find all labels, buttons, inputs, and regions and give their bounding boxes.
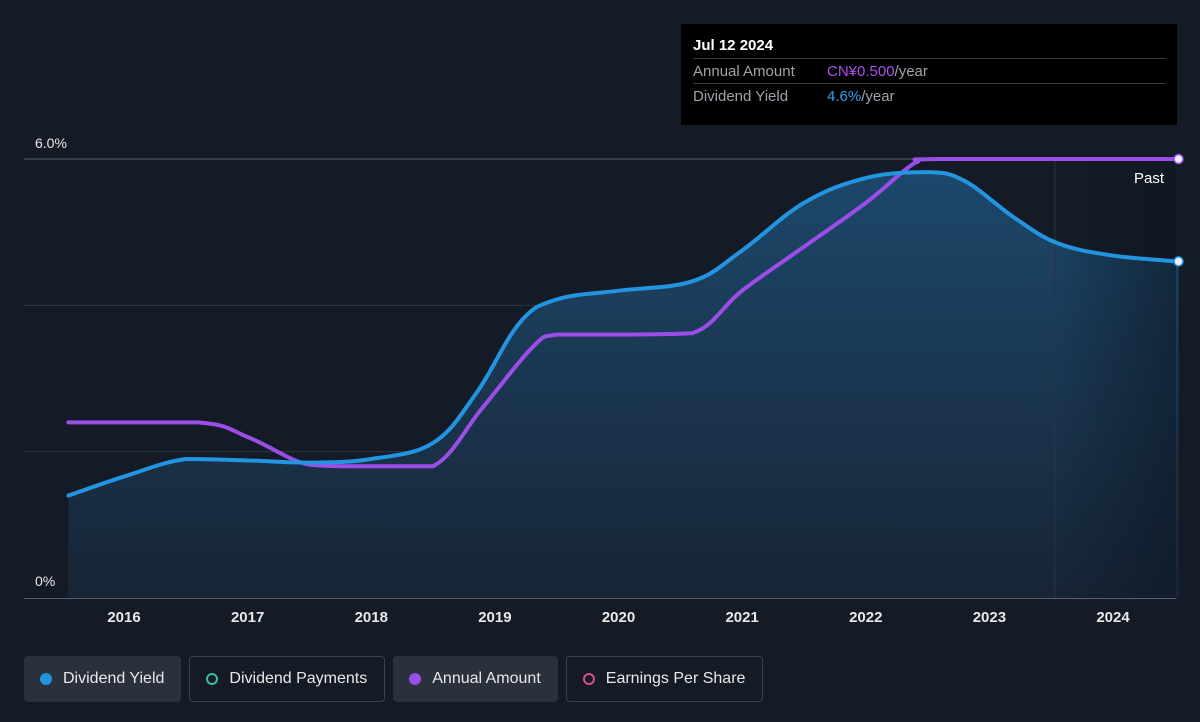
legend-dot-icon: [582, 673, 595, 685]
legend-label: Dividend Yield: [63, 670, 165, 687]
x-tick-label: 2021: [725, 609, 758, 626]
tooltip-unit: /year: [861, 87, 895, 105]
legend-dot-icon: [206, 673, 219, 685]
x-tick-label: 2016: [107, 609, 140, 626]
past-region: [1054, 159, 1176, 598]
tooltip-unit: /year: [894, 62, 928, 80]
tooltip-date: Jul 12 2024: [693, 37, 774, 54]
series-end-point-1: [1173, 153, 1184, 165]
legend-label: Earnings Per Share: [605, 670, 746, 687]
series-line-1: [66, 157, 1181, 469]
x-tick-label: 2023: [973, 609, 1006, 626]
tooltip: Jul 12 2024 Annual Amount CN¥0.500 /year…: [681, 24, 1177, 125]
x-tick-label: 2024: [1096, 609, 1130, 626]
series-end-point-0: [1173, 256, 1184, 267]
y-tick-label: 6.0%: [35, 135, 67, 151]
legend-item-earnings-per-share[interactable]: Earnings Per Share: [565, 656, 764, 702]
tooltip-label: Dividend Yield: [693, 87, 789, 105]
series-area-0: [68, 172, 1179, 599]
legend-item-annual-amount[interactable]: Annual Amount: [393, 656, 558, 702]
series-line-0: [66, 170, 1181, 498]
legend-dot-icon: [40, 673, 52, 685]
legend-item-dividend-yield[interactable]: Dividend Yield: [24, 656, 182, 702]
legend-dot-icon: [409, 673, 422, 685]
legend-label: Annual Amount: [432, 670, 541, 687]
legend: Dividend Yield Dividend Payments Annual …: [24, 656, 764, 702]
tooltip-row-dividend-yield: Dividend Yield 4.6% /year: [693, 83, 1166, 108]
x-tick-label: 2018: [355, 609, 388, 626]
x-tick-label: 2022: [849, 609, 882, 626]
legend-label: Dividend Payments: [229, 670, 368, 687]
x-tick-label: 2017: [231, 609, 264, 626]
legend-item-dividend-payments[interactable]: Dividend Payments: [189, 656, 386, 702]
x-tick-label: 2020: [602, 609, 635, 626]
past-label: Past: [1134, 170, 1165, 187]
tooltip-label: Annual Amount: [693, 62, 795, 80]
tooltip-row-annual-amount: Annual Amount CN¥0.500 /year: [693, 58, 1166, 83]
x-tick-label: 2019: [478, 609, 511, 626]
tooltip-value: CN¥0.500: [827, 62, 895, 80]
y-tick-label: 0%: [35, 573, 55, 589]
tooltip-value: 4.6%: [827, 87, 862, 105]
